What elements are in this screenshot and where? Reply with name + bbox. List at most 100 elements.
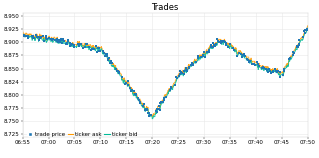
Point [60, 39, 65, 41]
Point [264, 69, 270, 71]
Point [261, 66, 266, 68]
Point [211, 41, 216, 44]
Point [261, 67, 266, 69]
Point [161, 99, 166, 102]
Point [95, 47, 100, 49]
Point [35, 36, 40, 38]
Point [194, 61, 199, 63]
Point [281, 70, 286, 72]
Point [116, 72, 122, 74]
Point [56, 39, 61, 41]
Point [25, 37, 30, 40]
Point [78, 42, 83, 45]
Point [50, 38, 56, 41]
Point [294, 46, 300, 48]
Point [209, 46, 214, 49]
Point [242, 54, 248, 57]
Point [31, 37, 36, 39]
Point [215, 38, 220, 40]
Point [267, 68, 272, 70]
Point [218, 40, 223, 43]
Point [104, 53, 109, 55]
Point [59, 38, 64, 40]
Point [103, 52, 108, 55]
Point [221, 40, 226, 42]
Point [174, 77, 179, 79]
Point [296, 44, 301, 46]
Point [30, 35, 35, 37]
Point [287, 56, 293, 59]
Point [302, 31, 307, 34]
Point [212, 45, 218, 48]
Point [168, 87, 173, 89]
Point [203, 56, 208, 58]
Point [177, 73, 182, 76]
Point [58, 38, 63, 41]
Point [223, 41, 228, 44]
Point [145, 108, 150, 110]
Point [43, 37, 48, 40]
Point [46, 37, 51, 39]
Point [91, 47, 96, 50]
Point [305, 28, 310, 30]
Point [211, 46, 216, 49]
Point [42, 40, 47, 42]
Point [263, 67, 268, 70]
Point [247, 60, 252, 63]
Point [97, 50, 102, 52]
Point [244, 58, 249, 61]
Point [200, 54, 205, 56]
Point [160, 100, 165, 103]
Point [278, 71, 283, 73]
Point [38, 36, 43, 38]
Point [255, 61, 260, 63]
Point [89, 48, 94, 50]
Point [207, 50, 212, 53]
Point [205, 51, 210, 53]
Point [24, 35, 29, 38]
Point [115, 70, 120, 73]
Point [190, 63, 196, 66]
Point [240, 56, 245, 58]
Point [53, 39, 58, 42]
Point [67, 41, 72, 44]
Point [125, 84, 130, 86]
Point [114, 67, 119, 70]
Point [211, 44, 216, 46]
Point [196, 55, 201, 57]
Point [83, 46, 88, 48]
Point [145, 109, 150, 111]
Point [224, 44, 229, 46]
Point [137, 101, 143, 104]
Point [97, 49, 102, 52]
Point [148, 113, 153, 116]
Point [208, 44, 213, 47]
Point [102, 51, 107, 54]
Point [179, 70, 184, 73]
Point [189, 64, 194, 66]
Legend: trade price, ticker ask, ticker bid: trade price, ticker ask, ticker bid [26, 129, 139, 139]
Point [290, 54, 295, 56]
Point [128, 90, 133, 92]
Point [64, 43, 69, 45]
Point [235, 55, 240, 58]
Point [201, 55, 206, 58]
Point [146, 115, 152, 117]
Point [147, 114, 152, 117]
Point [178, 70, 183, 73]
Point [142, 109, 147, 112]
Point [303, 29, 308, 32]
Point [247, 60, 252, 62]
Point [55, 38, 60, 41]
Point [96, 47, 101, 50]
Point [156, 105, 161, 108]
Point [225, 45, 230, 48]
Point [100, 50, 105, 53]
Point [177, 75, 182, 78]
Point [22, 34, 27, 36]
Point [291, 50, 296, 53]
Point [304, 29, 309, 31]
Point [302, 30, 307, 33]
Point [155, 107, 160, 110]
Point [169, 87, 174, 89]
